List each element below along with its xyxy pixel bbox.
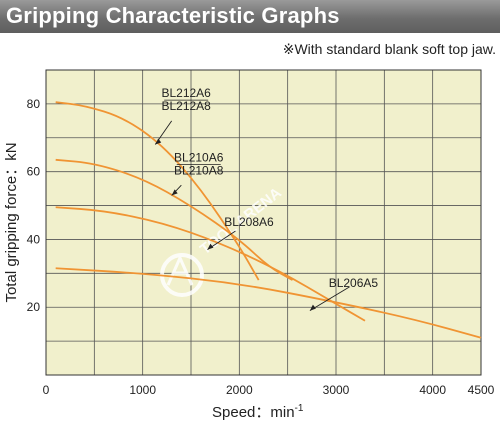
- series-line-2: [55, 206, 366, 322]
- x-tick-label: 4500: [468, 383, 495, 397]
- series-label-3-0: BL206A5: [329, 276, 379, 290]
- series-lines: [55, 101, 482, 339]
- leader-line-3: [309, 286, 350, 311]
- x-tick-label: 1000: [129, 383, 156, 397]
- page-title: Gripping Characteristic Graphs: [6, 3, 340, 28]
- series-label-1-1: BL210A8: [174, 164, 224, 178]
- series-label-0-1: BL212A8: [161, 99, 211, 113]
- series-line-3: [55, 267, 482, 339]
- title-banner: Gripping Characteristic Graphs: [0, 0, 500, 33]
- y-tick-label: 80: [27, 97, 41, 111]
- y-axis-label: Total gripping force：kN: [3, 142, 20, 302]
- grid-lines: [45, 69, 482, 376]
- x-axis-label: Speed：min-1: [212, 403, 304, 421]
- x-tick-label: 0: [43, 383, 50, 397]
- x-tick-label: 3000: [323, 383, 350, 397]
- series-label-1-0: BL210A6: [174, 151, 224, 165]
- plot-frame: [45, 69, 482, 376]
- leader-arrow-2: [207, 243, 214, 250]
- x-axis-label-text: Speed：min: [212, 404, 295, 421]
- x-axis-label-sup: -1: [295, 403, 304, 414]
- plot-area: [46, 70, 481, 375]
- x-tick-label: 4000: [419, 383, 446, 397]
- leader-arrow-3: [309, 304, 316, 311]
- chart-note: ※With standard blank soft top jaw.: [282, 41, 496, 57]
- series-label-0-0: BL212A6: [161, 86, 211, 100]
- series-label-2-0: BL208A6: [224, 215, 274, 229]
- y-tick-label: 20: [27, 300, 41, 314]
- series-line-1: [55, 158, 293, 281]
- y-tick-label: 60: [27, 165, 41, 179]
- y-tick-label: 40: [27, 232, 41, 246]
- leader-arrow-1: [171, 189, 178, 196]
- leader-arrow-0: [155, 138, 162, 145]
- tick-labels: 0 1000 2000 3000 4000 4500 20 40 60 80: [27, 97, 495, 397]
- x-tick-label: 2000: [226, 383, 253, 397]
- series-line-0: [55, 101, 260, 281]
